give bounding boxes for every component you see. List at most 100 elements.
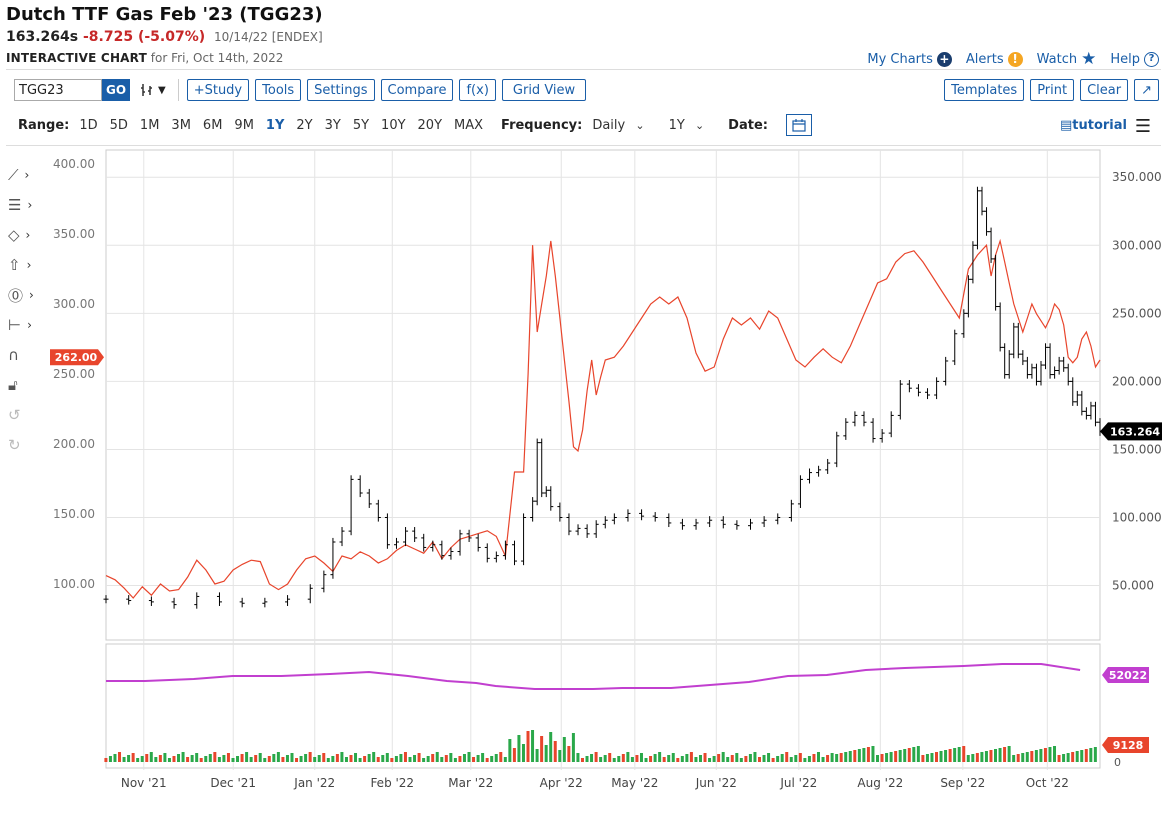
volume-bar [1053, 746, 1057, 762]
volume-bar [167, 758, 171, 762]
volume-bar [935, 752, 939, 762]
left-tick-label: 250.00 [53, 367, 95, 381]
compare-button[interactable]: Compare [380, 79, 454, 101]
shape-tool[interactable]: ◇ › [8, 220, 48, 250]
volume-bar [794, 755, 798, 762]
frequency-select[interactable]: Daily ⌄ [592, 118, 644, 133]
open-interest-tag [1102, 667, 1149, 683]
range-5y[interactable]: 5Y [352, 117, 370, 133]
volume-bar [939, 751, 943, 762]
volume-bar [481, 753, 485, 762]
volume-bar [717, 754, 721, 762]
print-button[interactable]: Print [1030, 79, 1075, 101]
range-9m[interactable]: 9M [234, 117, 254, 133]
chevron-right-icon: › [26, 258, 32, 272]
volume-bar [267, 756, 271, 762]
volume-bar [1016, 754, 1020, 762]
range-10y[interactable]: 10Y [381, 117, 406, 133]
my-charts-link[interactable]: My Charts + [867, 51, 952, 67]
tutorial-link[interactable]: ▤tutorial [1060, 118, 1127, 133]
range-1y[interactable]: 1Y [265, 117, 285, 133]
volume-bar [798, 753, 802, 762]
grid-view-button[interactable]: Grid View [501, 79, 587, 101]
range-label: Range: [18, 117, 70, 133]
left-tick-label: 300.00 [53, 297, 95, 311]
volume-bar [966, 755, 970, 762]
go-button[interactable]: GO [102, 79, 130, 101]
x-tick-label: Aug '22 [857, 776, 903, 790]
volume-bar [1057, 755, 1061, 762]
magnet-icon: ∩ [8, 346, 19, 364]
volume-bar [944, 750, 948, 762]
magnet-tool[interactable]: ∩ [8, 340, 48, 370]
x-tick-label: Oct '22 [1026, 776, 1069, 790]
volume-bar [331, 756, 335, 762]
range-1m[interactable]: 1M [139, 117, 160, 133]
volume-bar [739, 758, 743, 762]
volume-bar [639, 753, 643, 762]
range-3m[interactable]: 3M [171, 117, 191, 133]
volume-bar [885, 753, 889, 762]
redo-button[interactable]: ↻ [8, 430, 48, 460]
volume-bar [753, 752, 757, 762]
volume-bar [816, 752, 820, 762]
arrow-tool[interactable]: ⇧ › [8, 250, 48, 280]
volume-bar [889, 752, 893, 762]
undo-button[interactable]: ↺ [8, 400, 48, 430]
range-1d[interactable]: 1D [79, 117, 98, 133]
open-interest-line [106, 663, 1081, 690]
right-tick-label: 300.000 [1112, 238, 1162, 252]
study-button[interactable]: +Study [186, 79, 250, 101]
calendar-button[interactable] [785, 114, 812, 136]
volume-bar [154, 757, 158, 762]
menu-icon[interactable]: ☰ [1134, 116, 1151, 137]
volume-bar [1007, 746, 1011, 762]
watch-link[interactable]: Watch ★ [1037, 49, 1097, 69]
volume-bar [957, 747, 961, 762]
range-20y[interactable]: 20Y [417, 117, 443, 133]
period-select[interactable]: 1Y ⌄ [669, 118, 705, 133]
expand-button[interactable]: ↗ [1134, 79, 1159, 101]
annotation-tool[interactable]: ⓪ › [8, 280, 48, 310]
settings-button[interactable]: Settings [307, 79, 375, 101]
range-max[interactable]: MAX [454, 117, 484, 133]
volume-bar [335, 754, 339, 762]
x-tick-label: Mar '22 [448, 776, 493, 790]
volume-bar [703, 753, 707, 762]
frequency-value: Daily [592, 117, 626, 133]
drawing-tools: ⟋ › ☰ › ◇ › ⇧ › ⓪ › ⊢ › ∩ 🔓︎ ↺ ↻ [8, 160, 48, 460]
volume-bar [363, 756, 367, 762]
measure-tool[interactable]: ⊢ › [8, 310, 48, 340]
help-link[interactable]: Help ? [1110, 51, 1159, 67]
volume-axis-label: 0 [1114, 756, 1121, 769]
fx-button[interactable]: f(x) [459, 79, 496, 101]
range-2y[interactable]: 2Y [296, 117, 313, 133]
lock-tool[interactable]: 🔓︎ [8, 370, 48, 400]
volume-bar [866, 747, 870, 762]
volume-bar [894, 751, 898, 762]
volume-bar [354, 753, 358, 762]
volume-bar [862, 748, 866, 762]
bar-type-selector[interactable]: ▼ [140, 82, 166, 98]
volume-bar [853, 750, 857, 762]
fib-tool[interactable]: ☰ › [8, 190, 48, 220]
volume-bar [1003, 747, 1007, 762]
compare-series-line [105, 238, 1101, 599]
volume-bar [1066, 753, 1070, 762]
range-3y[interactable]: 3Y [324, 117, 341, 133]
symbol-input[interactable]: TGG23 [14, 79, 102, 101]
compare-last-tag [50, 349, 104, 366]
shape-icon: ◇ [8, 226, 20, 244]
volume-bar [1034, 750, 1038, 762]
clear-button[interactable]: Clear [1080, 79, 1129, 101]
tools-button[interactable]: Tools [255, 79, 302, 101]
range-6m[interactable]: 6M [202, 117, 223, 133]
volume-bar [875, 755, 879, 762]
alerts-link[interactable]: Alerts ! [966, 51, 1023, 67]
volume-bar [903, 749, 907, 762]
line-tool[interactable]: ⟋ › [8, 160, 48, 190]
templates-button[interactable]: Templates [944, 79, 1025, 101]
lower-pane-frame [105, 643, 1101, 769]
range-5d[interactable]: 5D [109, 117, 128, 133]
